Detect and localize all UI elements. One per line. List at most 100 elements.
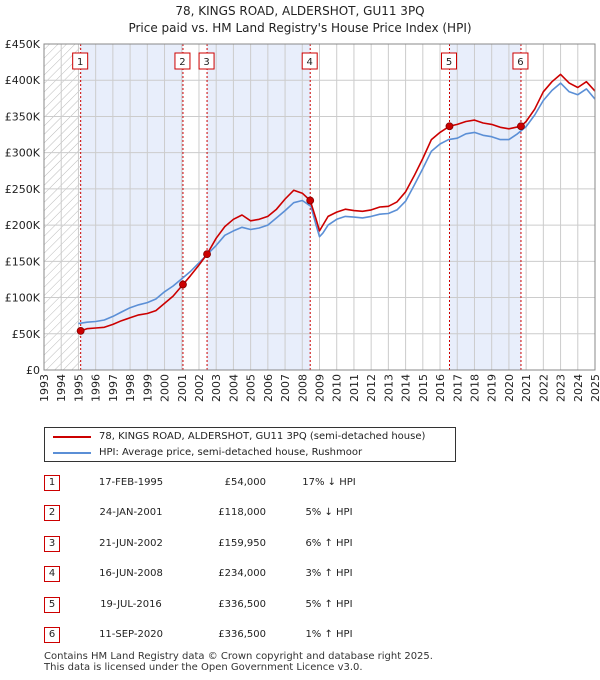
x-tick-label: 1998 [124, 374, 137, 402]
x-tick-label: 2003 [210, 374, 223, 402]
sale-number-box [72, 52, 89, 70]
sale-hpi-diff: 1% ↑ HPI [305, 629, 353, 640]
sale-hpi-diff: 3% ↑ HPI [305, 568, 353, 579]
sale-number-label: 4 [307, 57, 313, 68]
y-tick-label: £100K [5, 292, 41, 305]
x-tick-label: 2005 [245, 374, 258, 402]
y-tick-label: £50K [12, 328, 41, 341]
hpi-line [78, 82, 595, 325]
sale-point [306, 196, 315, 205]
chart-legend: 78, KINGS ROAD, ALDERSHOT, GU11 3PQ (sem… [44, 427, 456, 462]
x-tick-label: 2009 [314, 374, 327, 402]
sale-date: 11-SEP-2020 [99, 629, 163, 640]
x-tick-label: 2019 [486, 374, 499, 402]
x-tick-label: 1996 [90, 374, 103, 402]
legend-label-hpi: HPI: Average price, semi-detached house,… [99, 447, 363, 458]
sale-number-label: 6 [517, 57, 523, 68]
x-tick-label: 1995 [72, 374, 85, 402]
sale-period-shading [207, 44, 311, 370]
sale-date: 21-JUN-2002 [99, 538, 163, 549]
y-tick-label: £300K [5, 147, 41, 160]
sale-hpi-diff: 6% ↑ HPI [305, 538, 353, 549]
sale-number-box [198, 52, 215, 70]
sale-number-box [512, 52, 529, 70]
plot-frame [43, 43, 596, 371]
y-tick-label: £450K [5, 38, 41, 51]
sale-period-shading [80, 44, 183, 370]
x-tick-label: 2006 [262, 374, 275, 402]
sale-point [179, 280, 187, 289]
x-tick-label: 2021 [520, 374, 533, 402]
x-tick-label: 2001 [176, 374, 189, 402]
x-tick-label: 2012 [365, 374, 378, 402]
x-tick-label: 2008 [296, 374, 309, 402]
y-tick-label: £200K [5, 219, 41, 232]
sale-price: £234,000 [218, 568, 266, 579]
sale-number-badge: 5 [44, 597, 60, 613]
y-tick-label: £0 [26, 364, 40, 377]
legend-item-hpi: HPI: Average price, semi-detached house,… [45, 445, 362, 460]
legend-label-property: 78, KINGS ROAD, ALDERSHOT, GU11 3PQ (sem… [99, 431, 426, 442]
sale-number-box [301, 52, 318, 70]
sale-number-badge: 2 [44, 505, 60, 521]
property-price-line [80, 73, 595, 332]
sale-number-badge: 4 [44, 566, 60, 582]
y-tick-label: £350K [5, 110, 41, 123]
x-tick-label: 2010 [331, 374, 344, 402]
chart-title-line1: 78, KINGS ROAD, ALDERSHOT, GU11 3PQ [175, 4, 425, 18]
sale-number-label: 3 [203, 57, 209, 68]
x-tick-label: 2011 [348, 374, 361, 402]
pre-period-hatch [44, 44, 81, 370]
sale-date: 24-JAN-2001 [99, 507, 163, 518]
sale-number-badge: 1 [44, 475, 60, 491]
sale-period-shading [449, 44, 521, 370]
sale-hpi-diff: 5% ↓ HPI [305, 507, 353, 518]
sale-row: 5 19-JUL-2016 £336,500 5% ↑ HPI [44, 594, 384, 614]
x-tick-label: 2023 [555, 374, 568, 402]
sale-price: £54,000 [224, 477, 266, 488]
x-tick-label: 2020 [503, 374, 516, 402]
x-tick-label: 2016 [434, 374, 447, 402]
x-tick-label: 2007 [279, 374, 292, 402]
y-tick-label: £150K [5, 255, 41, 268]
x-tick-label: 1999 [141, 374, 154, 402]
sale-point [445, 122, 454, 131]
sale-number-label: 1 [77, 57, 83, 68]
sale-point [76, 326, 85, 335]
legend-item-property: 78, KINGS ROAD, ALDERSHOT, GU11 3PQ (sem… [45, 429, 425, 444]
sale-number-badge: 3 [44, 536, 60, 552]
x-tick-label: 1994 [55, 374, 68, 402]
y-tick-label: £250K [5, 183, 41, 196]
chart-title-line2: Price paid vs. HM Land Registry's House … [128, 21, 472, 35]
x-tick-label: 2025 [589, 374, 600, 402]
sale-date: 19-JUL-2016 [100, 599, 162, 610]
sale-number-label: 2 [179, 57, 185, 68]
sale-row: 1 17-FEB-1995 £54,000 17% ↓ HPI [44, 472, 384, 492]
footer-line2: This data is licensed under the Open Gov… [44, 662, 363, 673]
sale-number-badge: 6 [44, 627, 60, 643]
sale-price: £159,950 [218, 538, 266, 549]
price-chart: 1 2 3 4 5 6 £0 £50K £100K £150K £200K £250K £300K £3… [5, 38, 600, 402]
sale-row: 6 11-SEP-2020 £336,500 1% ↑ HPI [44, 624, 384, 644]
footer-attribution: Contains HM Land Registry data © Crown c… [44, 651, 433, 673]
sale-row: 3 21-JUN-2002 £159,950 6% ↑ HPI [44, 533, 384, 553]
x-tick-label: 2024 [572, 374, 585, 402]
x-tick-label: 2022 [537, 374, 550, 402]
sale-price: £336,500 [218, 599, 266, 610]
legend-swatch-hpi [53, 451, 91, 454]
x-tick-label: 2002 [193, 374, 206, 402]
x-tick-label: 1997 [107, 374, 120, 402]
sale-number-label: 5 [446, 57, 452, 68]
x-tick-label: 2015 [417, 374, 430, 402]
sale-price: £336,500 [218, 629, 266, 640]
x-tick-label: 2018 [468, 374, 481, 402]
sale-date: 16-JUN-2008 [99, 568, 163, 579]
sale-hpi-diff: 17% ↓ HPI [302, 477, 356, 488]
sale-row: 2 24-JAN-2001 £118,000 5% ↓ HPI [44, 502, 384, 522]
sale-date: 17-FEB-1995 [98, 477, 164, 488]
sale-row: 4 16-JUN-2008 £234,000 3% ↑ HPI [44, 563, 384, 583]
x-tick-label: 2017 [451, 374, 464, 402]
x-tick-label: 2004 [227, 374, 240, 402]
x-tick-label: 2014 [400, 374, 413, 402]
legend-swatch-property [53, 435, 91, 438]
